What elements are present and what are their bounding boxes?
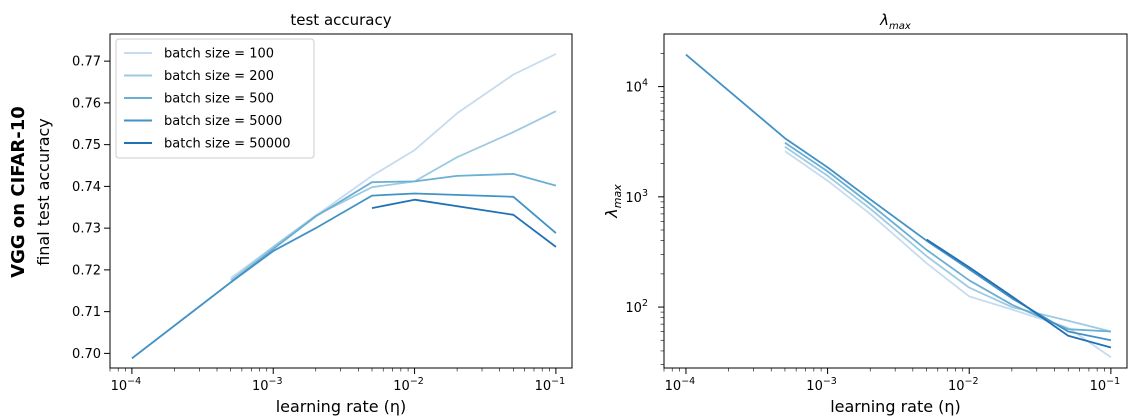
y-axis-label-left: final test accuracy [34, 118, 53, 266]
y-tick-label: 103 [625, 188, 648, 206]
y-tick-label: 0.75 [72, 138, 101, 153]
row-label: VGG on CIFAR-10 [8, 106, 29, 278]
lambda-max-chart: λmax 10−4 10−3 10−2 10−1 102 103 104 learning ra… [602, 11, 1128, 416]
y-tick-label: 0.72 [72, 263, 101, 278]
y-tick-label: 104 [625, 78, 648, 96]
x-tick-label: 10−1 [1090, 376, 1121, 394]
x-tick-label: 10−2 [393, 376, 424, 394]
legend-label: batch size = 5000 [164, 114, 282, 129]
series-line [131, 192, 557, 360]
y-axis-label: λmax [602, 184, 624, 219]
x-axis-label: learning rate (η) [276, 397, 407, 416]
legend-box [115, 38, 315, 159]
x-tick-label: 10−4 [665, 376, 696, 394]
x-tick-label: 10−4 [111, 376, 142, 394]
series-line [926, 238, 1112, 349]
plot-frame [109, 33, 573, 369]
y-tick-label: 0.73 [72, 222, 101, 237]
legend-label: batch size = 500 [164, 92, 274, 107]
y-tick-label: 0.77 [72, 55, 101, 70]
y-tick-label: 0.76 [72, 96, 101, 111]
legend-label: batch size = 100 [164, 47, 274, 62]
legend: batch size = 100 batch size = 200 batch si… [115, 38, 315, 159]
y-tick-label: 102 [625, 298, 648, 316]
legend-label: batch size = 50000 [164, 137, 291, 152]
x-axis-label: learning rate (η) [830, 397, 961, 416]
y-tick-label: 0.71 [72, 305, 101, 320]
test-accuracy-chart: test accuracy 10−4 10−3 10−2 10−1 0.70 0.71 0.7… [72, 11, 573, 416]
plot-frame [663, 33, 1128, 369]
series-line [230, 110, 557, 282]
chart-title: test accuracy [290, 11, 391, 29]
series-line [230, 172, 557, 284]
series-line [371, 198, 557, 248]
x-tick-label: 10−2 [948, 376, 979, 394]
chart-title: λmax [879, 11, 911, 32]
x-tick-label: 10−1 [535, 376, 566, 394]
x-tick-label: 10−3 [252, 376, 283, 394]
y-tick-label: 0.70 [72, 347, 101, 362]
legend-label: batch size = 200 [164, 69, 274, 84]
y-tick-label: 0.74 [72, 180, 101, 195]
series-line [784, 145, 1112, 333]
series-line [685, 53, 1112, 342]
x-tick-label: 10−3 [806, 376, 837, 394]
